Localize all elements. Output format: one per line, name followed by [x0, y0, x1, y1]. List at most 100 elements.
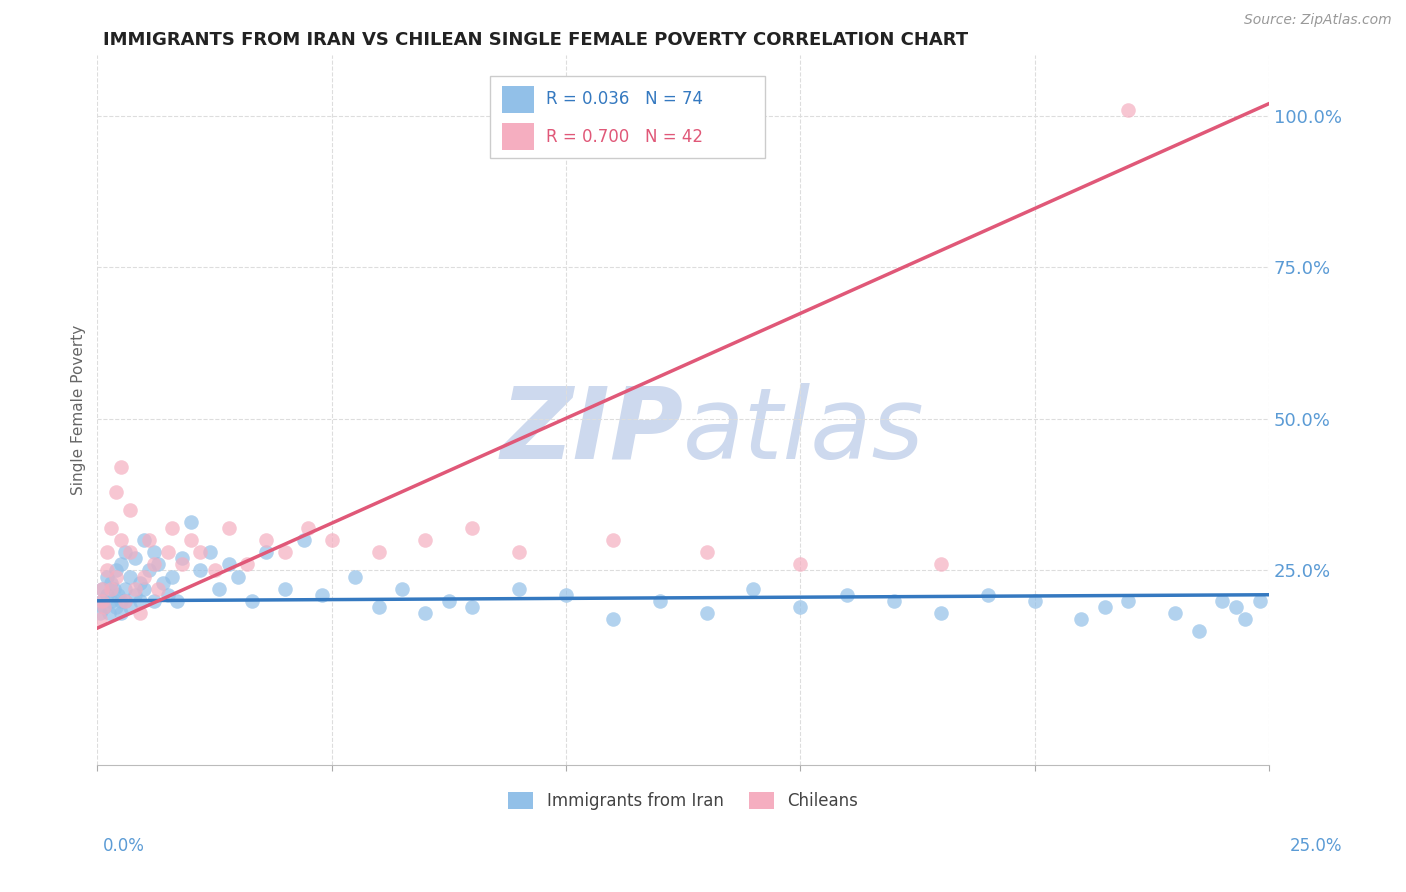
Point: [648, 594, 671, 608]
Text: ZIP: ZIP: [501, 383, 683, 480]
Point: [138, 564, 160, 578]
Point: [254, 533, 277, 548]
Point: [1249, 594, 1271, 608]
Point: [602, 612, 624, 626]
Point: [105, 564, 128, 578]
Point: [254, 545, 277, 559]
Point: [152, 575, 174, 590]
Point: [142, 594, 165, 608]
Point: [1164, 606, 1187, 620]
Point: [89, 606, 111, 620]
Point: [93, 599, 115, 614]
Point: [929, 606, 952, 620]
Point: [96, 569, 118, 583]
Point: [292, 533, 315, 548]
Point: [120, 545, 142, 559]
Point: [96, 588, 118, 602]
Point: [103, 582, 125, 596]
Point: [274, 582, 297, 596]
Point: [789, 558, 811, 572]
Point: [89, 612, 111, 626]
Point: [1188, 624, 1211, 639]
Point: [107, 588, 129, 602]
Point: [929, 558, 952, 572]
FancyBboxPatch shape: [502, 86, 534, 112]
Point: [96, 564, 118, 578]
Point: [883, 594, 905, 608]
Text: 0.0%: 0.0%: [103, 837, 145, 855]
Point: [367, 599, 389, 614]
Point: [105, 569, 128, 583]
Point: [98, 606, 121, 620]
Point: [93, 599, 115, 614]
Point: [110, 606, 132, 620]
Point: [198, 545, 221, 559]
Text: IMMIGRANTS FROM IRAN VS CHILEAN SINGLE FEMALE POVERTY CORRELATION CHART: IMMIGRANTS FROM IRAN VS CHILEAN SINGLE F…: [103, 31, 967, 49]
Point: [100, 521, 122, 535]
Point: [297, 521, 319, 535]
Point: [114, 594, 136, 608]
Point: [105, 599, 128, 614]
Point: [1094, 599, 1116, 614]
Point: [120, 569, 142, 583]
Point: [156, 545, 179, 559]
Point: [142, 545, 165, 559]
Point: [91, 594, 114, 608]
Point: [240, 594, 263, 608]
Point: [1234, 612, 1257, 626]
Point: [742, 582, 765, 596]
Point: [170, 551, 193, 566]
Point: [128, 606, 150, 620]
Point: [162, 521, 184, 535]
Point: [134, 533, 156, 548]
Point: [602, 533, 624, 548]
Point: [789, 599, 811, 614]
Point: [96, 545, 118, 559]
Y-axis label: Single Female Poverty: Single Female Poverty: [72, 325, 86, 495]
Point: [218, 521, 240, 535]
Point: [226, 569, 249, 583]
Point: [170, 558, 193, 572]
Point: [204, 564, 226, 578]
Point: [110, 594, 132, 608]
Point: [124, 551, 146, 566]
Point: [110, 558, 132, 572]
Point: [156, 588, 179, 602]
Point: [128, 594, 150, 608]
Point: [114, 594, 136, 608]
Point: [274, 545, 297, 559]
Point: [837, 588, 859, 602]
Point: [344, 569, 367, 583]
Text: atlas: atlas: [683, 383, 925, 480]
Point: [91, 582, 114, 596]
Point: [114, 582, 136, 596]
Point: [110, 460, 132, 475]
Point: [190, 545, 212, 559]
Point: [437, 594, 460, 608]
Point: [180, 515, 202, 529]
Point: [120, 503, 142, 517]
Point: [110, 533, 132, 548]
Text: R = 0.700   N = 42: R = 0.700 N = 42: [546, 128, 703, 145]
Point: [415, 606, 437, 620]
Point: [100, 575, 122, 590]
FancyBboxPatch shape: [502, 123, 534, 150]
Point: [114, 545, 136, 559]
Point: [138, 533, 160, 548]
Text: 25.0%: 25.0%: [1291, 837, 1343, 855]
Point: [162, 569, 184, 583]
Point: [142, 558, 165, 572]
Point: [696, 545, 718, 559]
Point: [367, 545, 389, 559]
Point: [696, 606, 718, 620]
Point: [124, 582, 146, 596]
Point: [1118, 103, 1140, 117]
FancyBboxPatch shape: [489, 77, 765, 158]
Point: [321, 533, 343, 548]
Point: [508, 545, 530, 559]
Point: [1070, 612, 1092, 626]
Point: [190, 564, 212, 578]
Point: [1211, 594, 1233, 608]
Point: [148, 582, 170, 596]
Point: [124, 588, 146, 602]
